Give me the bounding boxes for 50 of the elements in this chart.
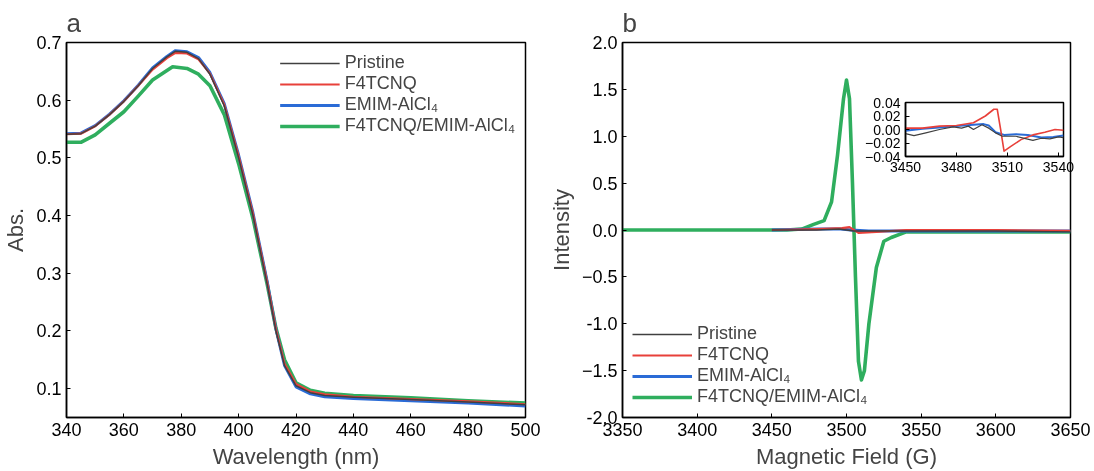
legend-label: F4TCNQ bbox=[344, 73, 417, 94]
x-tick-label: 500 bbox=[510, 419, 541, 440]
y-tick-label: 0.04 bbox=[873, 94, 901, 111]
x-axis-title: Wavelength (nm) bbox=[212, 443, 380, 469]
y-tick-label: 0.7 bbox=[36, 33, 62, 53]
y-tick-label: 0.5 bbox=[36, 148, 62, 169]
legend-label: EMIM-AlCl₄ bbox=[344, 94, 438, 115]
x-axis-title: Magnetic Field (G) bbox=[756, 443, 937, 469]
chart-title: a bbox=[66, 7, 82, 38]
y-tick-label: 1.5 bbox=[592, 79, 618, 100]
y-tick-label: 0.3 bbox=[36, 263, 62, 284]
y-tick-label: −0.02 bbox=[865, 135, 901, 151]
x-tick-label: 3480 bbox=[940, 158, 973, 175]
legend-label: F4TCNQ bbox=[697, 344, 769, 365]
x-tick-label: 3650 bbox=[1050, 419, 1091, 440]
x-tick-label: 420 bbox=[280, 419, 312, 440]
legend-label: F4TCNQ/EMIM-AlCl₄ bbox=[344, 115, 515, 136]
x-tick-label: 3400 bbox=[677, 419, 718, 440]
y-tick-label: −0.5 bbox=[581, 267, 618, 288]
x-tick-label: 400 bbox=[223, 419, 254, 440]
y-tick-label: 2.0 bbox=[592, 33, 618, 53]
chart-title: b bbox=[622, 7, 637, 38]
x-tick-label: 3550 bbox=[901, 419, 942, 440]
x-tick-label: 480 bbox=[453, 419, 484, 440]
x-tick-label: 3510 bbox=[991, 158, 1024, 175]
legend-label: EMIM-AlCl₄ bbox=[697, 365, 791, 386]
x-tick-label: 360 bbox=[108, 419, 139, 440]
x-tick-label: 3500 bbox=[826, 419, 867, 440]
y-tick-label: 0.4 bbox=[36, 206, 62, 227]
y-axis-title: Abs. bbox=[3, 207, 29, 253]
y-tick-label: 0.02 bbox=[873, 108, 901, 124]
x-tick-label: 3450 bbox=[751, 419, 792, 440]
x-tick-label: 3600 bbox=[975, 419, 1016, 440]
x-tick-label: 340 bbox=[51, 419, 82, 440]
y-tick-label: 0.5 bbox=[592, 173, 618, 194]
y-tick-label: 0.00 bbox=[873, 121, 901, 138]
x-tick-label: 460 bbox=[395, 419, 426, 440]
legend-label: Pristine bbox=[344, 52, 405, 73]
x-tick-label: 380 bbox=[166, 419, 197, 440]
y-tick-label: 0.6 bbox=[36, 90, 62, 111]
y-tick-label: 0.0 bbox=[592, 220, 618, 241]
legend-label: F4TCNQ/EMIM-AlCl₄ bbox=[697, 386, 868, 407]
legend-label: Pristine bbox=[697, 323, 758, 344]
y-tick-label: −1.5 bbox=[581, 361, 618, 382]
x-tick-label: 440 bbox=[338, 419, 369, 440]
y-tick-label: 0.2 bbox=[36, 321, 62, 342]
y-tick-label: 0.1 bbox=[36, 379, 62, 400]
y-tick-label: 1.0 bbox=[592, 126, 618, 147]
y-axis-title: Intensity bbox=[548, 189, 574, 271]
y-tick-label: -1.0 bbox=[586, 314, 618, 335]
